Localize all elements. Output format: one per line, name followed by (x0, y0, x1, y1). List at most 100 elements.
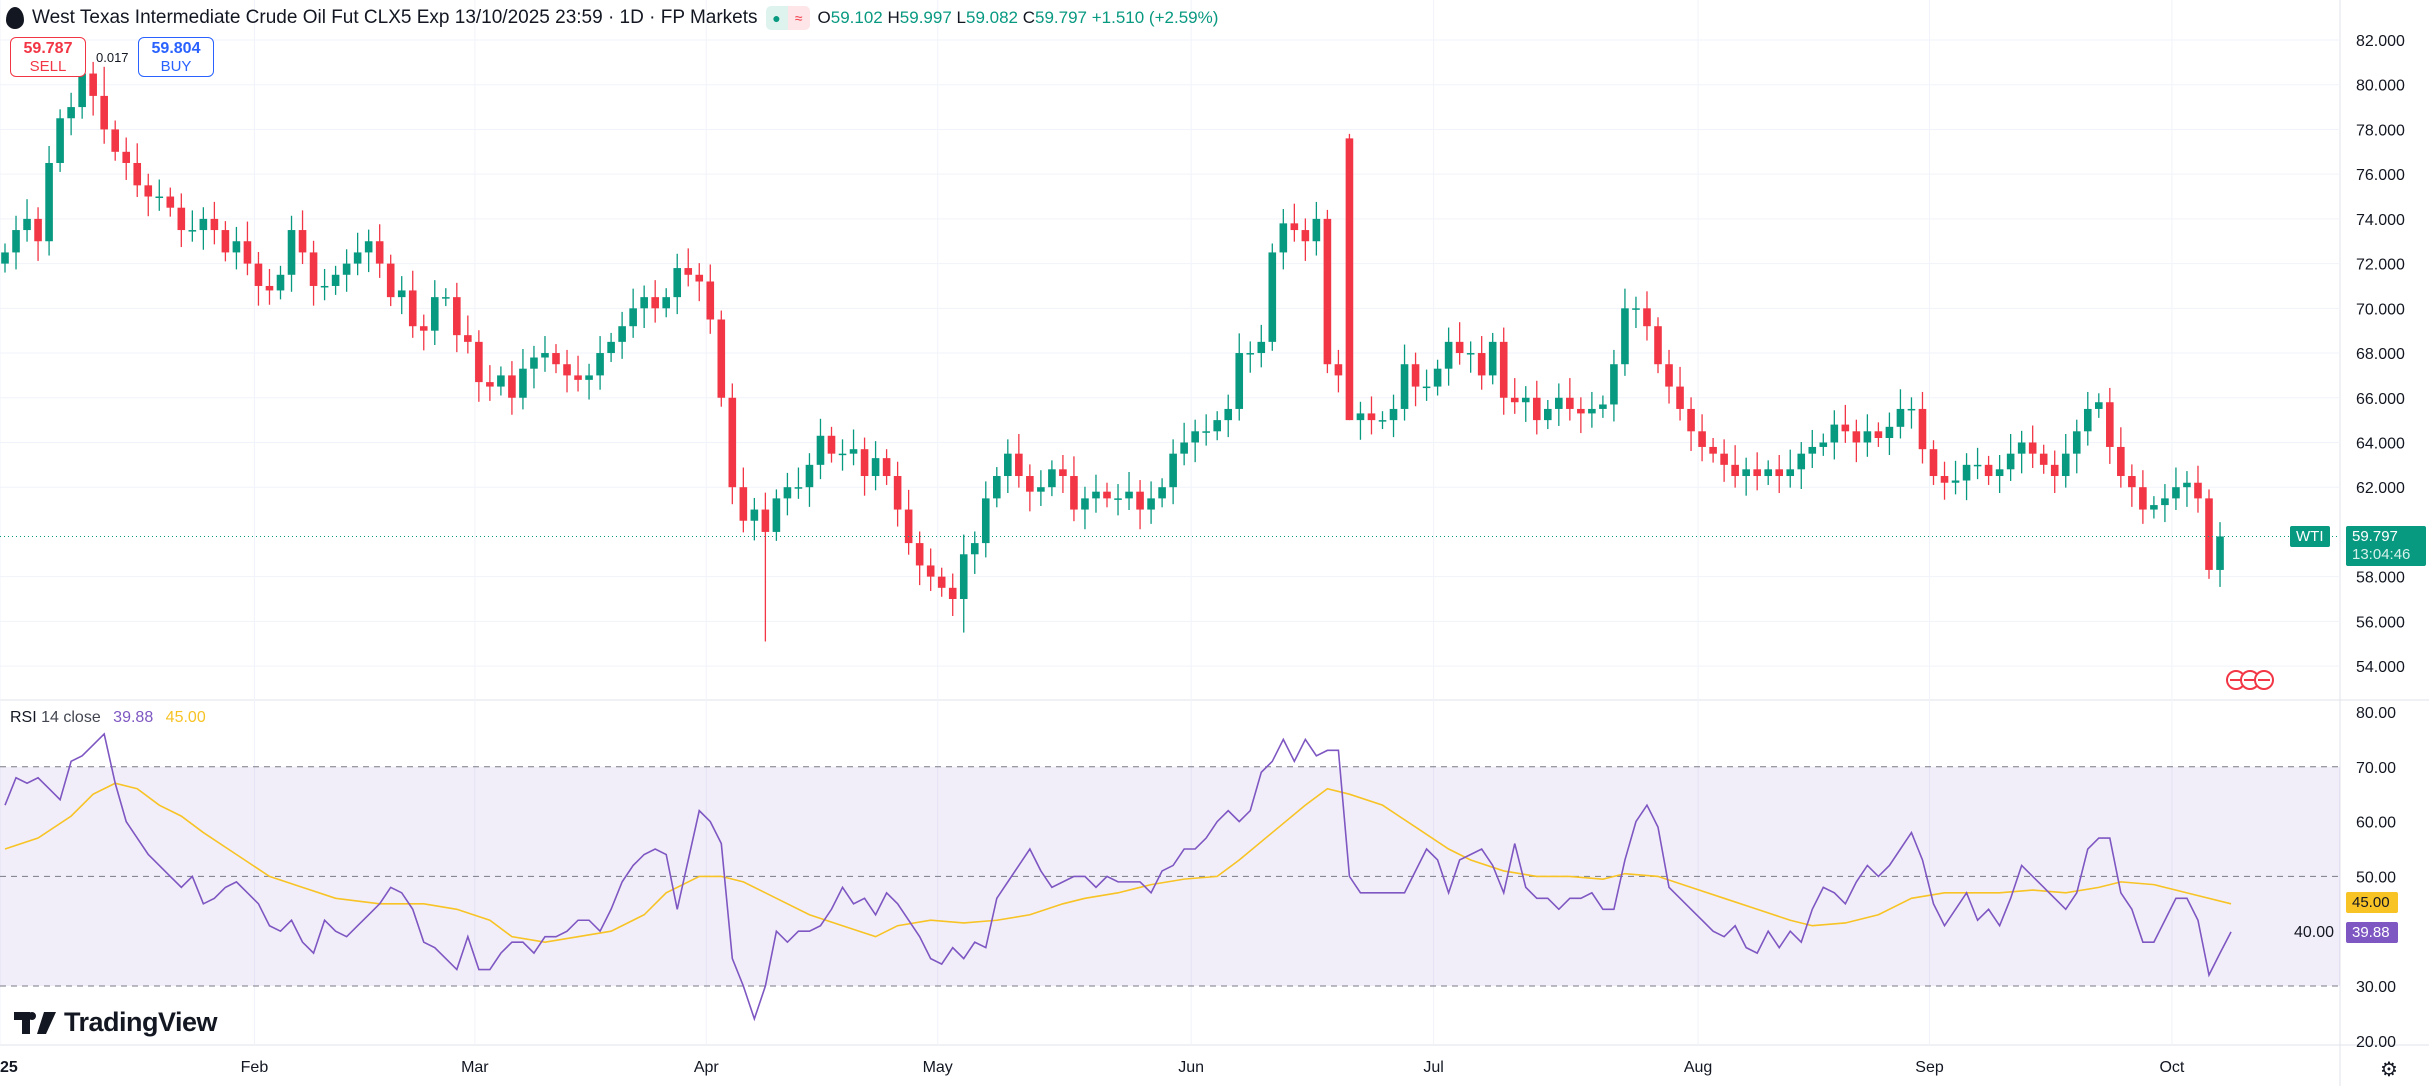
candle-up[interactable] (1158, 487, 1166, 499)
status-pill[interactable]: ● ≈ (765, 6, 810, 30)
candle-down[interactable] (210, 218, 219, 231)
candle-up[interactable] (1819, 442, 1828, 447)
candle-down[interactable] (265, 285, 274, 291)
candle-up[interactable] (442, 297, 450, 299)
candle-down[interactable] (706, 281, 715, 320)
candle-up[interactable] (838, 453, 847, 456)
candle-down[interactable] (1687, 408, 1695, 432)
candle-up[interactable] (1808, 446, 1817, 454)
candle-up[interactable] (1092, 491, 1100, 499)
candle-up[interactable] (596, 353, 604, 376)
candle-down[interactable] (386, 263, 395, 298)
candle-down[interactable] (1015, 453, 1023, 477)
candle-up[interactable] (750, 509, 759, 521)
candle-up[interactable] (2172, 487, 2180, 499)
candle-down[interactable] (1367, 413, 1376, 421)
candle-up[interactable] (993, 476, 1001, 499)
settings-gear-icon[interactable]: ⚙ (2380, 1059, 2398, 1081)
candle-up[interactable] (1830, 424, 1839, 443)
candle-down[interactable] (166, 196, 175, 208)
candle-down[interactable] (1290, 223, 1299, 231)
candle-down[interactable] (1532, 397, 1541, 421)
candle-down[interactable] (1720, 453, 1728, 465)
candle-down[interactable] (221, 230, 230, 253)
candle-down[interactable] (893, 476, 902, 510)
candle-up[interactable] (430, 297, 439, 331)
candle-up[interactable] (1544, 408, 1552, 421)
candle-down[interactable] (1477, 353, 1486, 376)
candle-down[interactable] (2117, 446, 2125, 477)
candle-down[interactable] (1455, 341, 1464, 354)
candle-up[interactable] (1896, 408, 1905, 427)
candle-up[interactable] (1, 252, 9, 264)
candle-down[interactable] (144, 185, 153, 197)
candle-up[interactable] (1081, 498, 1089, 510)
candle-up[interactable] (56, 118, 64, 163)
candle-down[interactable] (1643, 308, 1651, 327)
candle-up[interactable] (1521, 397, 1530, 403)
candle-up[interactable] (45, 162, 53, 242)
candle-down[interactable] (937, 576, 946, 588)
candle-down[interactable] (1345, 138, 1354, 421)
candle-down[interactable] (1929, 449, 1938, 477)
candle-down[interactable] (1510, 397, 1519, 403)
candle-up[interactable] (530, 357, 538, 369)
candle-up[interactable] (1125, 491, 1133, 499)
candle-up[interactable] (1004, 453, 1012, 477)
candle-down[interactable] (1026, 476, 1034, 492)
candle-down[interactable] (1577, 408, 1585, 414)
candle-up[interactable] (1962, 464, 1971, 481)
candle-down[interactable] (1918, 408, 1927, 450)
candle-down[interactable] (243, 241, 252, 264)
candle-up[interactable] (78, 73, 86, 108)
candle-down[interactable] (1665, 364, 1673, 387)
candle-down[interactable] (684, 268, 693, 275)
candle-down[interactable] (1103, 491, 1111, 499)
candle-down[interactable] (1566, 397, 1574, 409)
candle-up[interactable] (199, 218, 208, 231)
candle-up[interactable] (1389, 408, 1398, 421)
candle-down[interactable] (2050, 464, 2059, 477)
candle-down[interactable] (2039, 453, 2048, 465)
candle-up[interactable] (2095, 402, 2103, 409)
candle-down[interactable] (1874, 431, 1883, 439)
candle-up[interactable] (783, 487, 792, 499)
candle-up[interactable] (519, 368, 527, 398)
candle-down[interactable] (100, 95, 108, 130)
candle-up[interactable] (981, 498, 990, 544)
candle-down[interactable] (563, 364, 571, 376)
candle-up[interactable] (232, 241, 241, 253)
candle-up[interactable] (1356, 413, 1365, 421)
candle-up[interactable] (1202, 431, 1210, 433)
candle-up[interactable] (1257, 341, 1266, 354)
candle-down[interactable] (926, 565, 935, 577)
candle-up[interactable] (2061, 453, 2070, 477)
candle-up[interactable] (1588, 408, 1596, 414)
candle-down[interactable] (464, 335, 472, 342)
candle-up[interactable] (1224, 408, 1233, 421)
candle-up[interactable] (1885, 426, 1894, 439)
candle-up[interactable] (1147, 498, 1155, 510)
candle-up[interactable] (1378, 420, 1387, 422)
candle-up[interactable] (1246, 353, 1255, 355)
candle-down[interactable] (761, 509, 770, 532)
candle-up[interactable] (585, 375, 593, 380)
candle-up[interactable] (342, 263, 351, 275)
candle-up[interactable] (1995, 469, 2004, 477)
candle-up[interactable] (1973, 464, 1982, 467)
rsi-legend[interactable]: RSI 14 close 39.88 45.00 (10, 709, 206, 727)
candle-down[interactable] (904, 509, 913, 544)
candle-up[interactable] (1742, 469, 1750, 477)
candle-up[interactable] (1907, 408, 1916, 411)
candle-up[interactable] (2083, 408, 2092, 432)
tradingview-logo[interactable]: TradingView (14, 1007, 218, 1038)
candle-down[interactable] (1731, 464, 1739, 477)
candle-up[interactable] (2216, 536, 2224, 570)
candle-up[interactable] (1444, 341, 1453, 369)
candle-down[interactable] (111, 129, 119, 152)
candle-down[interactable] (1301, 230, 1310, 242)
candle-down[interactable] (948, 587, 957, 599)
candle-down[interactable] (475, 341, 483, 383)
candle-down[interactable] (1709, 446, 1717, 454)
